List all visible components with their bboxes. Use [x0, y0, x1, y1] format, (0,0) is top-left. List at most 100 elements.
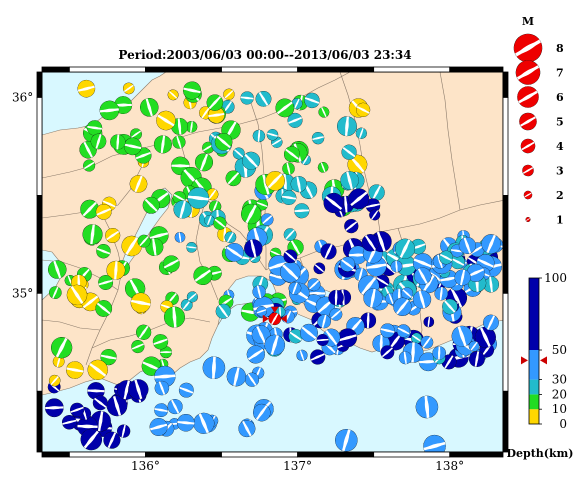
focal-mechanism: [223, 88, 235, 100]
focal-mechanism: [152, 334, 169, 350]
focal-mechanism: [183, 81, 202, 100]
focal-mechanism: [294, 203, 310, 219]
focal-mechanism: [432, 346, 446, 360]
focal-mechanism: [523, 190, 533, 200]
magnitude-label: 8: [556, 42, 564, 55]
focal-mechanism: [423, 316, 435, 328]
focal-mechanism: [122, 82, 135, 95]
frame-segment-bottom: [297, 451, 375, 458]
focal-mechanism: [323, 192, 344, 214]
frame-segment-top: [373, 66, 451, 73]
focal-mechanism: [52, 355, 65, 368]
frame-segment-top: [221, 66, 299, 73]
focal-mechanism: [316, 333, 329, 346]
focal-mechanism: [340, 171, 359, 190]
focal-mechanism: [137, 234, 151, 248]
focal-mechanism: [283, 146, 300, 163]
focal-mechanism: [340, 256, 356, 272]
focal-mechanism: [156, 110, 176, 131]
focal-mechanism: [414, 267, 432, 285]
focal-mechanism: [178, 382, 194, 398]
focal-mechanism: [142, 196, 160, 214]
focal-mechanism: [468, 340, 480, 352]
focal-mechanism: [154, 403, 169, 418]
focal-mechanism: [77, 79, 96, 98]
focal-mechanism: [283, 249, 298, 264]
focal-mechanism: [44, 398, 64, 418]
focal-mechanism: [174, 231, 186, 243]
focal-mechanism: [515, 60, 541, 85]
focal-mechanism: [344, 218, 359, 234]
focal-mechanism: [348, 188, 370, 210]
frame-segment-right: [502, 390, 509, 453]
focal-mechanism: [412, 290, 432, 309]
focal-mechanism: [525, 217, 531, 222]
depth-tick-label: 0: [559, 417, 567, 431]
focal-mechanism: [83, 159, 96, 172]
focal-mechanism: [123, 137, 142, 156]
focal-mechanism: [271, 136, 283, 148]
focal-mechanism: [474, 326, 496, 348]
magnitude-label: 1: [556, 214, 564, 227]
focal-mechanism: [441, 354, 457, 370]
focal-mechanism: [307, 278, 321, 292]
depth-tick-label: 100: [544, 271, 567, 285]
magnitude-label: 6: [556, 91, 564, 104]
focal-mechanism: [244, 239, 263, 258]
focal-mechanism: [238, 420, 256, 438]
focal-mechanism: [320, 243, 337, 260]
focal-mechanism: [380, 323, 395, 338]
focal-mechanism: [282, 162, 295, 175]
focal-mechanism: [265, 171, 285, 191]
focal-mechanism: [304, 92, 320, 109]
frame-segment-bottom: [68, 451, 146, 458]
focal-mechanism: [114, 96, 133, 115]
focal-mechanism: [398, 351, 412, 365]
focal-mechanism: [299, 323, 318, 342]
focal-mechanism: [420, 335, 434, 349]
focal-mechanism: [310, 349, 326, 365]
focal-mechanism: [288, 281, 302, 295]
focal-mechanism: [395, 255, 417, 276]
frame-segment-left: [36, 292, 43, 392]
focal-mechanism: [275, 98, 295, 118]
focal-mechanism: [347, 154, 368, 175]
longitude-label: 136°: [131, 459, 160, 473]
depth-band: [529, 409, 539, 424]
focal-mechanism: [256, 198, 268, 211]
axis-labels: 36° 35° 136° 137° 138°: [12, 90, 464, 473]
focal-mechanism: [355, 127, 367, 139]
frame-segment-bottom: [221, 451, 299, 458]
focal-mechanism: [415, 395, 439, 419]
focal-mechanism: [224, 231, 237, 244]
focal-mechanism: [458, 237, 476, 254]
focal-mechanism: [268, 312, 282, 326]
focal-mechanism: [225, 170, 242, 187]
focal-mechanism: [252, 129, 266, 143]
depth-tick-label: 30: [552, 373, 567, 387]
focal-mechanism: [335, 428, 358, 452]
frame-segment-left: [36, 390, 43, 453]
focal-mechanism: [162, 255, 180, 273]
focal-mechanism: [87, 359, 108, 380]
depth-tick-label: 10: [552, 402, 567, 416]
focal-mechanism: [356, 102, 371, 117]
focal-mechanism: [66, 361, 84, 379]
focal-mechanism: [242, 151, 261, 170]
focal-mechanism: [92, 395, 108, 411]
frame-segment-top: [297, 66, 375, 73]
focal-mechanism: [266, 129, 279, 141]
focal-mechanism: [130, 128, 142, 141]
depth-marker: [540, 356, 547, 365]
focal-mechanism: [163, 306, 185, 328]
focal-mechanism: [226, 366, 247, 387]
focal-mechanism: [209, 200, 222, 213]
focal-mechanism: [106, 260, 126, 280]
focal-mechanism: [255, 90, 272, 107]
focal-mechanism: [354, 267, 368, 282]
focal-mechanism: [96, 243, 111, 259]
focal-mechanism: [317, 314, 331, 329]
focal-mechanism: [450, 254, 465, 270]
focal-mechanism: [51, 337, 73, 359]
